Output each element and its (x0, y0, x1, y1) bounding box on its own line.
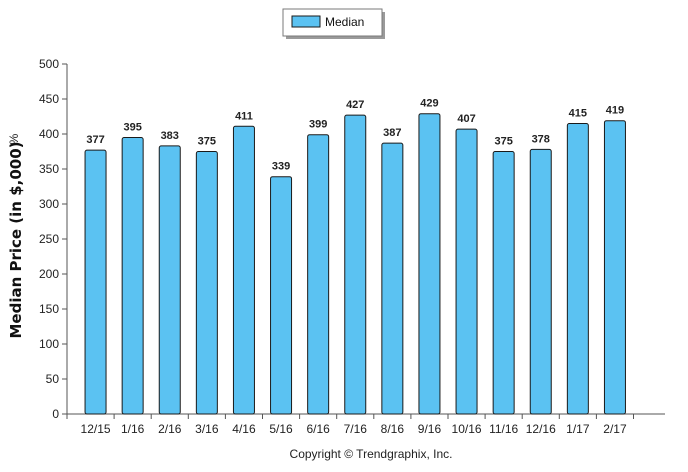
bar-value-label: 407 (457, 113, 475, 125)
y-axis-title: Median Price (in $,000) (7, 141, 25, 338)
legend-label-median: Median (325, 15, 364, 29)
bar-value-label: 399 (309, 119, 327, 131)
bar-value-label: 395 (123, 122, 141, 134)
x-tick-label: 4/16 (232, 422, 256, 436)
x-tick-label: 2/17 (603, 422, 627, 436)
y-axis-title-group: Median Price (in $,000) % (7, 133, 25, 338)
x-tick-label: 1/16 (121, 422, 145, 436)
y-tick-label: 300 (39, 197, 59, 211)
x-tick-label: 12/15 (81, 422, 111, 436)
bar (270, 176, 293, 415)
x-tick-label: 6/16 (306, 422, 330, 436)
y-tick-label: 400 (39, 127, 59, 141)
bar (529, 148, 552, 415)
legend: Median (282, 8, 385, 39)
bar-value-label: 378 (532, 133, 550, 145)
y-tick-label: 100 (39, 337, 59, 351)
x-tick-label: 8/16 (381, 422, 405, 436)
y-tick-label: 150 (39, 302, 59, 316)
x-tick-label: 2/16 (158, 422, 182, 436)
bar (418, 113, 441, 415)
bar-value-label: 375 (198, 136, 216, 148)
x-tick-label: 7/16 (344, 422, 368, 436)
bar-value-label: 375 (494, 136, 512, 148)
bar-value-label: 419 (606, 105, 624, 117)
bar-value-label: 427 (346, 99, 364, 111)
x-tick-label: 1/17 (566, 422, 590, 436)
x-tick-label: 10/16 (452, 422, 482, 436)
bar-value-label: 411 (235, 110, 253, 122)
bar-value-labels: 377 395 383 375 411 339 399 427 387 429 407 375 378 4… (86, 98, 624, 173)
bar-value-label: 429 (420, 98, 438, 110)
bar (381, 142, 404, 415)
y-tick-label: 500 (39, 57, 59, 71)
y-tick-label: 200 (39, 267, 59, 281)
y-tick-label: 0 (52, 407, 59, 421)
bar-value-label: 377 (86, 134, 104, 146)
bar (455, 128, 478, 415)
copyright-text: Copyright © Trendgraphix, Inc. (290, 447, 453, 461)
x-tick-label: 9/16 (418, 422, 442, 436)
bar-value-label: 383 (161, 130, 179, 142)
bar (121, 137, 144, 415)
y-tick-label: 450 (39, 92, 59, 106)
legend-swatch-median (291, 15, 321, 28)
x-tick-label: 5/16 (269, 422, 293, 436)
y-axis-title-suffix: % (7, 133, 21, 144)
bar (566, 123, 589, 415)
x-tick-label: 3/16 (195, 422, 219, 436)
y-axis: 0 50 100 150 200 250 300 350 400 450 500 (39, 57, 68, 421)
bars (84, 113, 626, 415)
y-tick-label: 350 (39, 162, 59, 176)
bar-value-label: 415 (569, 108, 587, 120)
bar (232, 125, 255, 415)
x-tick-label: 12/16 (526, 422, 556, 436)
bar (307, 134, 330, 415)
bar (84, 149, 107, 415)
bar-value-label: 387 (383, 127, 401, 139)
bar-value-label: 339 (272, 161, 290, 173)
bar (195, 151, 218, 415)
bar (158, 145, 181, 415)
x-tick-label: 11/16 (489, 422, 518, 436)
bar (492, 151, 515, 415)
x-axis: 12/15 1/16 2/16 3/16 4/16 5/16 6/16 7/16 8/16 9/1… (66, 413, 665, 436)
y-tick-label: 50 (46, 372, 60, 386)
bar (603, 120, 626, 415)
bar (344, 114, 367, 415)
y-tick-label: 250 (39, 232, 59, 246)
